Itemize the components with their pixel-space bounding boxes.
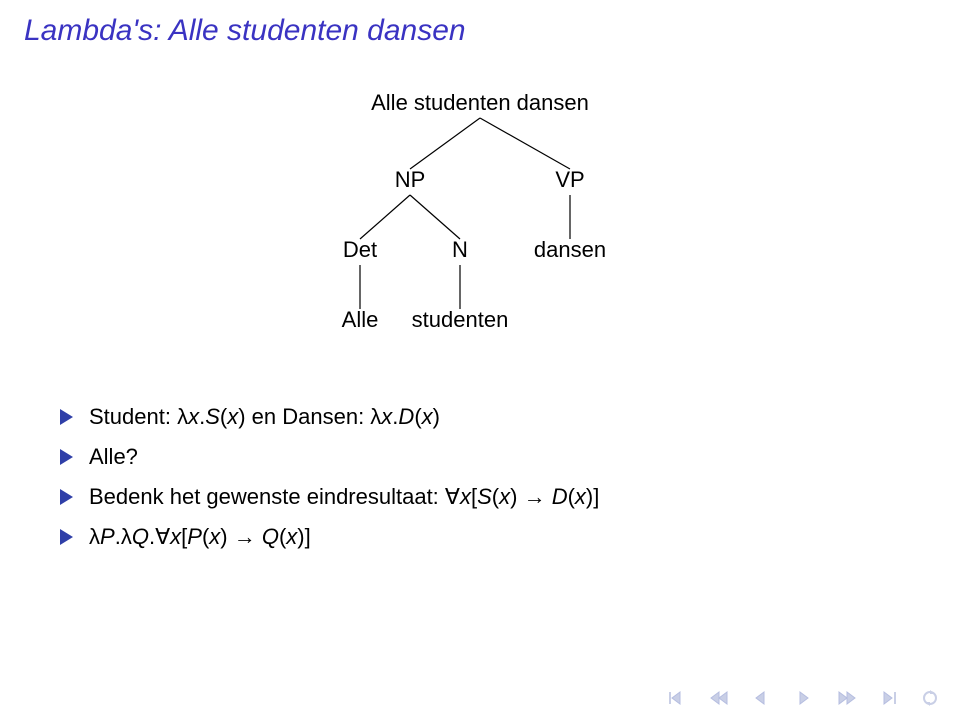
nav-bar xyxy=(668,690,940,706)
tree-node-label: dansen xyxy=(534,237,606,262)
slide: Lambda's: Alle studenten dansen Alle stu… xyxy=(0,0,960,718)
nav-last-icon[interactable] xyxy=(878,690,898,706)
tree-node-label: Alle studenten dansen xyxy=(371,92,589,115)
bullet-text: Alle? xyxy=(89,444,138,470)
bullet-item: Student: λx.S(x) en Dansen: λx.D(x) xyxy=(60,404,599,430)
tree-node-label: Det xyxy=(343,237,377,262)
tree-node-label: VP xyxy=(555,167,584,192)
slide-title: Lambda's: Alle studenten dansen xyxy=(24,14,466,48)
tree-node-label: studenten xyxy=(412,307,509,332)
bullet-marker-icon xyxy=(60,409,73,425)
bullet-text: Student: λx.S(x) en Dansen: λx.D(x) xyxy=(89,404,440,430)
tree-node-label: N xyxy=(452,237,468,262)
bullet-item: Alle? xyxy=(60,444,599,470)
nav-forward-icon[interactable] xyxy=(794,690,814,706)
bullet-item: λP.λQ.∀x[P(x) → Q(x)] xyxy=(60,524,599,550)
tree-edge xyxy=(360,195,410,239)
bullet-marker-icon xyxy=(60,449,73,465)
nav-cycle-icon[interactable] xyxy=(920,690,940,706)
bullet-marker-icon xyxy=(60,489,73,505)
bullet-text: Bedenk het gewenste eindresultaat: ∀x[S(… xyxy=(89,484,599,510)
tree-edge xyxy=(480,118,570,169)
bullet-marker-icon xyxy=(60,529,73,545)
nav-back-icon[interactable] xyxy=(752,690,772,706)
nav-prev-icon[interactable] xyxy=(710,690,730,706)
nav-next-icon[interactable] xyxy=(836,690,856,706)
bullet-text: λP.λQ.∀x[P(x) → Q(x)] xyxy=(89,524,311,550)
tree-edge xyxy=(410,118,480,169)
nav-first-icon[interactable] xyxy=(668,690,688,706)
bullet-list: Student: λx.S(x) en Dansen: λx.D(x) Alle?… xyxy=(60,404,599,564)
tree-edge xyxy=(410,195,460,239)
tree-node-label: NP xyxy=(395,167,426,192)
syntax-tree: Alle studenten dansen NP VP Det Ndansen Alle s… xyxy=(300,92,660,352)
tree-node-label: Alle xyxy=(342,307,379,332)
bullet-item: Bedenk het gewenste eindresultaat: ∀x[S(… xyxy=(60,484,599,510)
